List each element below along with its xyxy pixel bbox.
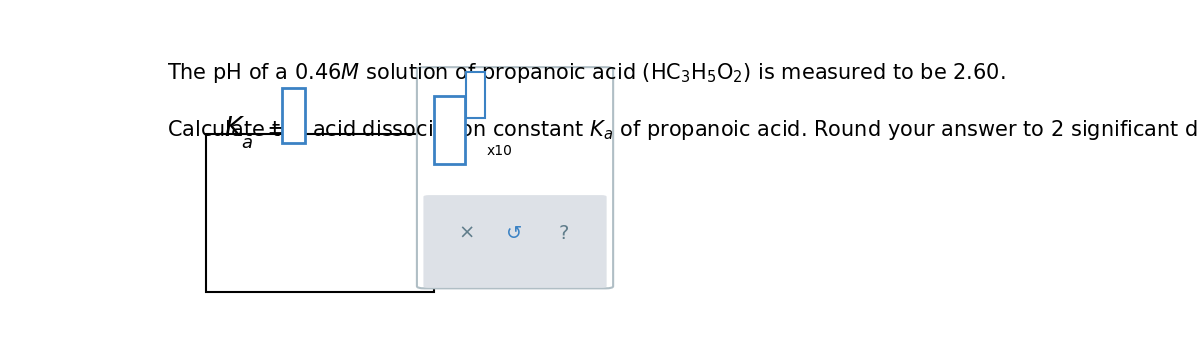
Text: ?: ?: [559, 224, 569, 243]
FancyBboxPatch shape: [416, 67, 613, 288]
Text: ×: ×: [458, 224, 474, 243]
Text: $a$: $a$: [241, 133, 253, 151]
FancyBboxPatch shape: [433, 96, 466, 164]
FancyBboxPatch shape: [206, 134, 433, 291]
FancyBboxPatch shape: [467, 72, 485, 118]
FancyBboxPatch shape: [424, 195, 607, 288]
Text: x10: x10: [487, 144, 512, 158]
FancyBboxPatch shape: [282, 88, 305, 143]
Text: $=$: $=$: [262, 117, 287, 141]
Text: ↺: ↺: [506, 224, 523, 243]
Text: The pH of a 0.46$M$ solution of propanoic acid $\left(\mathrm{HC_3H_5O_2}\right): The pH of a 0.46$M$ solution of propanoi…: [167, 61, 1006, 85]
Text: Calculate the acid dissociation constant $K_a$ of propanoic acid. Round your ans: Calculate the acid dissociation constant…: [167, 118, 1200, 142]
Text: $K$: $K$: [224, 117, 246, 142]
